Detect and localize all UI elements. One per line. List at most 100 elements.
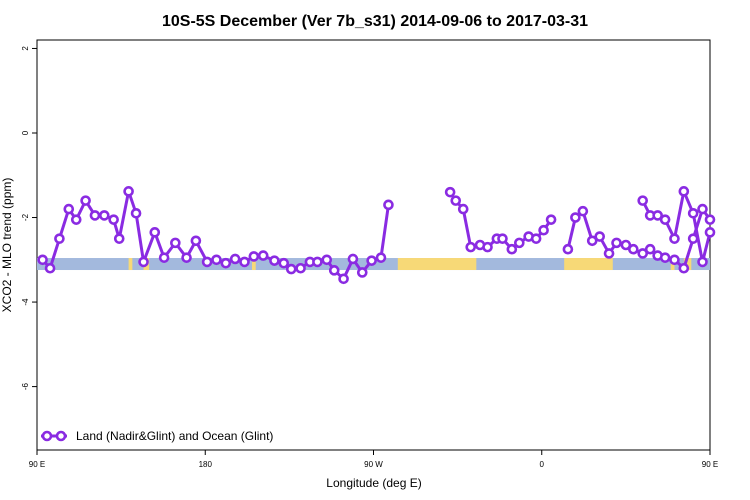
legend-label: Land (Nadir&Glint) and Ocean (Glint): [76, 429, 273, 443]
y-tick-label: -6: [21, 382, 30, 390]
data-point: [545, 214, 557, 225]
y-axis-label: XCO2 - MLO trend (ppm): [0, 178, 14, 313]
data-point: [704, 214, 716, 225]
data-point: [130, 207, 142, 219]
y-tick-label: -4: [21, 298, 30, 306]
data-point: [366, 255, 377, 266]
data-point: [611, 237, 622, 249]
legend-marker-left: [41, 430, 53, 442]
data-point: [285, 263, 297, 275]
data-point: [257, 250, 269, 261]
x-tick-label: 90 E: [29, 460, 45, 469]
x-tick-label: 180: [199, 460, 213, 469]
data-point: [570, 212, 581, 223]
data-point: [123, 186, 134, 197]
data-point: [239, 256, 250, 268]
axes: 90 E 180 90 W 0 90 E 2 0 -2 -4 -6: [21, 46, 718, 469]
data-point: [594, 231, 606, 242]
data-point: [108, 214, 119, 225]
x-axis-label: Longitude (deg E): [326, 476, 421, 490]
data-point: [444, 186, 456, 198]
data-point: [269, 255, 280, 266]
data-point: [44, 262, 56, 274]
data-point: [603, 248, 615, 259]
land-span-0: [128, 258, 133, 271]
legend: Land (Nadir&Glint) and Ocean (Glint): [41, 429, 273, 443]
chart-title: 10S-5S December (Ver 7b_s31) 2014-09-06 …: [162, 13, 588, 30]
data-point: [652, 210, 663, 221]
data-point: [465, 241, 477, 253]
data-point: [113, 233, 125, 244]
data-point: [586, 235, 598, 247]
data-point: [89, 210, 101, 221]
land-span-6: [683, 258, 692, 271]
data-point: [63, 203, 75, 215]
data-point: [530, 233, 542, 244]
data-point: [70, 214, 82, 225]
data-point: [697, 203, 708, 215]
data-point: [190, 235, 202, 247]
data-point: [497, 233, 508, 244]
data-point: [669, 233, 680, 244]
data-point: [644, 243, 656, 255]
data-point: [628, 243, 639, 255]
data-point: [328, 265, 340, 276]
data-point: [514, 237, 525, 249]
data-point: [678, 186, 690, 197]
data-point: [482, 241, 493, 253]
y-tick-label: 0: [21, 130, 30, 135]
plot-frame: [36, 39, 711, 451]
data-point: [158, 252, 170, 263]
data-point: [312, 256, 323, 268]
data-point: [321, 254, 333, 266]
land-span-3: [397, 258, 477, 271]
data-point: [248, 251, 260, 262]
data-point: [704, 227, 716, 238]
x-tick-label: 90 W: [364, 460, 383, 469]
data-point: [450, 195, 462, 206]
x-tick-label: 0: [540, 460, 545, 469]
data-point: [697, 256, 708, 268]
series-layer: [37, 186, 716, 285]
legend-marker-right: [55, 430, 67, 442]
data-point: [637, 195, 649, 206]
y-tick-label: -2: [21, 213, 30, 221]
data-point: [37, 254, 48, 266]
data-point: [347, 253, 359, 265]
data-point: [295, 262, 306, 274]
data-point: [637, 248, 649, 259]
data-point: [220, 257, 232, 269]
data-point: [138, 256, 149, 268]
land-span-2: [251, 258, 256, 271]
data-point: [211, 254, 222, 266]
data-point: [669, 254, 680, 266]
data-point: [170, 237, 181, 249]
data-point: [201, 256, 213, 268]
data-point: [577, 205, 589, 217]
data-point: [506, 243, 518, 255]
data-point: [181, 252, 192, 263]
data-point: [375, 252, 387, 263]
data-point: [80, 195, 91, 206]
data-point: [54, 233, 65, 244]
data-point: [149, 227, 161, 238]
data-point: [687, 233, 699, 244]
data-point: [562, 243, 574, 255]
data-point: [659, 214, 671, 225]
y-tick-label: 2: [21, 46, 30, 51]
data-point: [338, 273, 349, 285]
data-point: [620, 239, 632, 251]
data-point: [229, 253, 241, 265]
data-point: [457, 203, 469, 215]
data-point: [678, 262, 690, 274]
data-point: [383, 199, 394, 211]
data-point: [659, 252, 671, 263]
data-point: [538, 224, 549, 236]
data-point: [278, 257, 290, 269]
data-point: [687, 207, 699, 219]
data-point: [356, 267, 368, 278]
x-tick-label: 90 E: [702, 460, 718, 469]
data-point: [99, 210, 110, 221]
land-span-4: [564, 258, 613, 271]
